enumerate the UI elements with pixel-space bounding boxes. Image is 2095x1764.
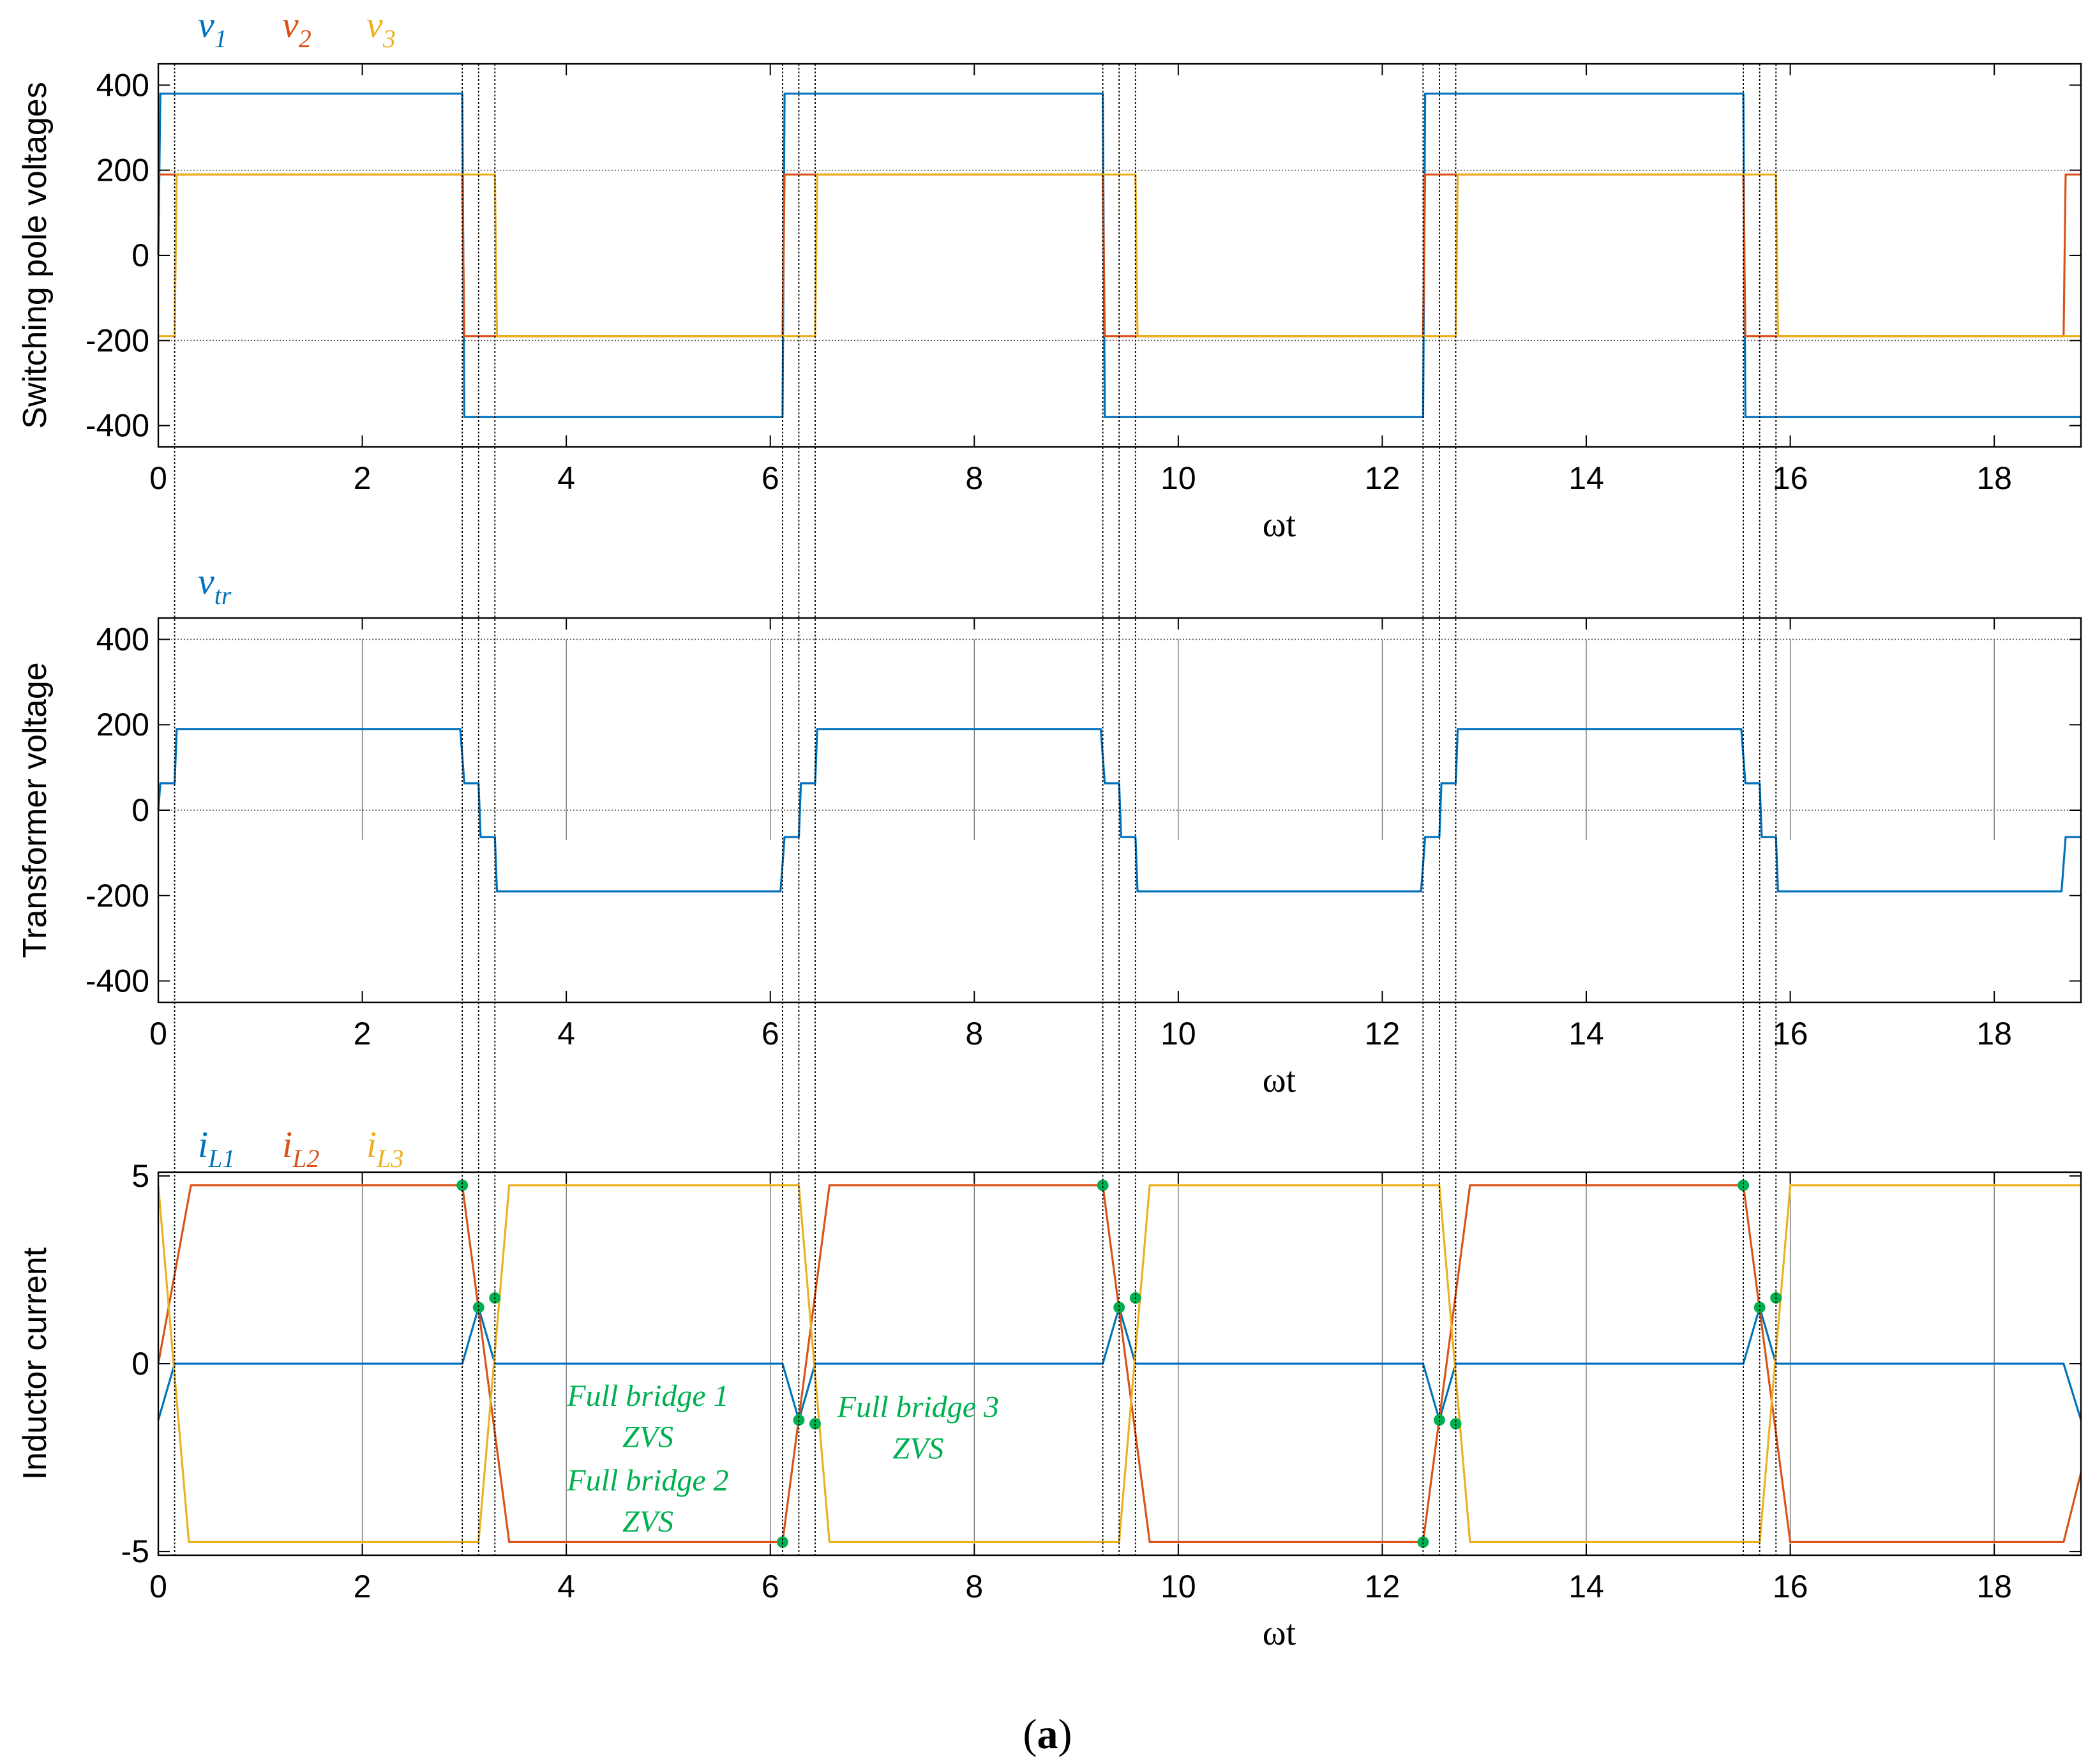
- x-tick-label: 0: [149, 460, 167, 496]
- x-tick-label: 2: [354, 1569, 372, 1604]
- zvs-point: [1097, 1179, 1109, 1191]
- x-tick-label: 14: [1568, 1569, 1604, 1604]
- x-tick-label: 14: [1568, 460, 1604, 496]
- zvs-annotation: Full bridge 3: [837, 1391, 999, 1424]
- y-tick-label: 200: [96, 707, 149, 743]
- zvs-point: [776, 1536, 788, 1548]
- zvs-point: [1753, 1301, 1766, 1313]
- caption-letter: a: [1037, 1711, 1058, 1758]
- transformer-voltage-plot: -400 -200 0 200 400 0 2 4 6 8 10 12 14 16 18 ωt Transfor…: [17, 561, 2082, 1100]
- y-axis-label: Switching pole voltages: [17, 82, 54, 428]
- y-tick-label: -200: [86, 322, 149, 358]
- series-iL1: [157, 1306, 2082, 1421]
- y-tick-label: -5: [121, 1534, 149, 1569]
- x-axis-label: ωt: [1263, 1060, 1296, 1100]
- series-iL2: [157, 1184, 2082, 1543]
- x-tick-label: 12: [1365, 1016, 1400, 1052]
- y-tick-label: -200: [86, 878, 149, 914]
- series-vtr: [157, 728, 2081, 893]
- y-tick-label: -400: [86, 408, 149, 444]
- x-tick-label: 16: [1773, 1569, 1808, 1604]
- zvs-point: [1738, 1179, 1750, 1191]
- legend-v3: v3: [366, 4, 396, 53]
- y-axis-label: Inductor current: [17, 1247, 54, 1480]
- zvs-annotation: ZVS: [892, 1431, 943, 1465]
- x-tick-label: 6: [762, 1569, 779, 1604]
- x-tick-label: 8: [965, 1569, 983, 1604]
- x-tick-label: 2: [354, 460, 372, 496]
- x-tick-label: 16: [1773, 460, 1808, 496]
- switching-pole-voltages-plot: -400 -200 0 200 400 0 2 4 6 8 10 12 14 16 18 ωt Switchin…: [17, 4, 2082, 545]
- x-tick-label: 12: [1365, 1569, 1400, 1604]
- x-tick-label: 4: [557, 1569, 575, 1604]
- legend-iL3: iL3: [366, 1124, 403, 1173]
- zvs-point: [1417, 1536, 1429, 1548]
- y-tick-label: -400: [86, 963, 149, 999]
- x-tick-label: 8: [965, 1016, 983, 1052]
- x-tick-label: 2: [354, 1016, 372, 1052]
- x-axis-label: ωt: [1263, 505, 1296, 545]
- legend-iL1: iL1: [198, 1124, 235, 1173]
- figure-caption: (a): [1023, 1711, 1072, 1758]
- x-tick-label: 10: [1160, 1016, 1196, 1052]
- zvs-annotation: Full bridge 1: [566, 1379, 728, 1413]
- x-tick-label: 4: [557, 460, 575, 496]
- y-tick-label: 400: [96, 67, 149, 103]
- series-v1: [157, 93, 2081, 418]
- legend-vtr: vtr: [198, 561, 232, 610]
- x-tick-label: 10: [1160, 1569, 1196, 1604]
- series-iL3: [157, 1184, 2081, 1543]
- y-tick-label: 200: [96, 153, 149, 188]
- x-tick-label: 6: [762, 460, 779, 496]
- zvs-annotation: ZVS: [622, 1421, 673, 1454]
- x-tick-label: 18: [1976, 1569, 2012, 1604]
- zvs-point: [456, 1179, 469, 1191]
- x-tick-label: 6: [762, 1016, 779, 1052]
- x-tick-label: 14: [1568, 1016, 1604, 1052]
- x-tick-label: 16: [1773, 1016, 1808, 1052]
- caption-open: (: [1023, 1711, 1037, 1758]
- legend-v1: v1: [198, 4, 227, 53]
- zvs-annotation: ZVS: [622, 1505, 673, 1539]
- x-tick-label: 0: [149, 1016, 167, 1052]
- y-tick-label: 400: [96, 621, 149, 657]
- x-axis-label: ωt: [1263, 1613, 1296, 1653]
- series-v3: [158, 173, 2081, 338]
- y-tick-label: 5: [131, 1158, 149, 1194]
- zvs-point: [1113, 1301, 1125, 1313]
- legend-iL2: iL2: [282, 1124, 319, 1173]
- x-tick-label: 18: [1976, 460, 2012, 496]
- y-tick-label: 0: [131, 1346, 149, 1382]
- legend-v2: v2: [282, 4, 312, 53]
- zvs-point: [472, 1301, 484, 1313]
- y-axis-label: Transformer voltage: [17, 662, 54, 958]
- x-tick-label: 18: [1976, 1016, 2012, 1052]
- y-tick-label: 0: [131, 792, 149, 828]
- switching-instant-lines: [174, 64, 1777, 1555]
- zvs-annotation: Full bridge 2: [566, 1463, 728, 1497]
- x-tick-label: 0: [149, 1569, 167, 1604]
- x-tick-label: 8: [965, 460, 983, 496]
- x-tick-label: 12: [1365, 460, 1400, 496]
- y-tick-label: 0: [131, 237, 149, 273]
- caption-close: ): [1058, 1711, 1072, 1758]
- x-tick-label: 10: [1160, 460, 1196, 496]
- x-tick-label: 4: [557, 1016, 575, 1052]
